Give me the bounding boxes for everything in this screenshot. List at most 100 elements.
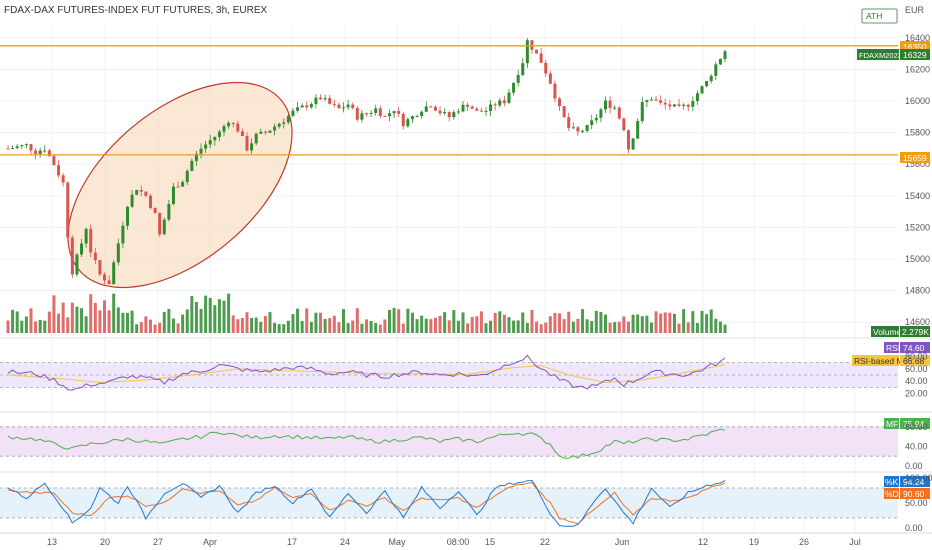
- candle-body[interactable]: [360, 113, 364, 120]
- candle-body[interactable]: [296, 107, 300, 111]
- candle-body[interactable]: [204, 144, 208, 149]
- candle-body[interactable]: [502, 100, 506, 104]
- candle-body[interactable]: [410, 116, 414, 120]
- candle-body[interactable]: [305, 105, 309, 108]
- candle-body[interactable]: [29, 144, 33, 151]
- candle-body[interactable]: [273, 126, 277, 131]
- candle-body[interactable]: [135, 189, 139, 195]
- candle-body[interactable]: [34, 150, 38, 154]
- candle-body[interactable]: [581, 130, 585, 132]
- candle-body[interactable]: [631, 138, 635, 150]
- candle-body[interactable]: [171, 186, 175, 204]
- candle-body[interactable]: [429, 106, 433, 108]
- candle-body[interactable]: [709, 75, 713, 82]
- candle-body[interactable]: [227, 122, 231, 127]
- candle-body[interactable]: [208, 140, 212, 145]
- candle-body[interactable]: [342, 107, 346, 109]
- candle-body[interactable]: [392, 111, 396, 114]
- candle-body[interactable]: [337, 104, 341, 109]
- candle-body[interactable]: [617, 107, 621, 119]
- candle-body[interactable]: [158, 212, 162, 235]
- candle-body[interactable]: [314, 97, 318, 105]
- price-axis[interactable]: 16400 16200 16000 15800 15600 15400 15200 15000…: [905, 33, 930, 327]
- candle-body[interactable]: [544, 62, 548, 74]
- candle-body[interactable]: [263, 131, 267, 133]
- candle-body[interactable]: [516, 74, 520, 83]
- candle-body[interactable]: [406, 119, 410, 127]
- candle-body[interactable]: [714, 64, 718, 76]
- candle-body[interactable]: [245, 136, 249, 151]
- candle-body[interactable]: [659, 100, 663, 103]
- candle-body[interactable]: [153, 208, 157, 213]
- candle-body[interactable]: [89, 228, 93, 253]
- candle-body[interactable]: [493, 104, 497, 106]
- candle-body[interactable]: [231, 122, 235, 124]
- candle-body[interactable]: [47, 150, 51, 157]
- candle-body[interactable]: [622, 118, 626, 131]
- candle-body[interactable]: [447, 112, 451, 118]
- candle-body[interactable]: [489, 104, 493, 111]
- candle-body[interactable]: [291, 110, 295, 116]
- candle-body[interactable]: [332, 103, 336, 105]
- candle-body[interactable]: [512, 82, 516, 93]
- candle-body[interactable]: [452, 112, 456, 118]
- candle-body[interactable]: [213, 136, 217, 141]
- candle-body[interactable]: [438, 110, 442, 114]
- candle-body[interactable]: [282, 122, 286, 124]
- candle-body[interactable]: [309, 104, 313, 108]
- candle-body[interactable]: [525, 40, 529, 64]
- candle-body[interactable]: [484, 110, 488, 112]
- candle-body[interactable]: [194, 153, 198, 161]
- candle-body[interactable]: [677, 104, 681, 106]
- candle-body[interactable]: [401, 113, 405, 127]
- candle-body[interactable]: [705, 81, 709, 87]
- candle-body[interactable]: [80, 243, 84, 255]
- candle-body[interactable]: [346, 104, 350, 108]
- candle-body[interactable]: [700, 86, 704, 94]
- candle-body[interactable]: [116, 243, 120, 263]
- candle-body[interactable]: [479, 110, 483, 112]
- candle-body[interactable]: [475, 108, 479, 111]
- candle-body[interactable]: [539, 53, 543, 63]
- candle-body[interactable]: [61, 175, 65, 183]
- candle-body[interactable]: [585, 125, 589, 131]
- candle-body[interactable]: [415, 115, 419, 117]
- candle-body[interactable]: [695, 93, 699, 102]
- candle-body[interactable]: [626, 130, 630, 150]
- candle-body[interactable]: [567, 117, 571, 128]
- candle-body[interactable]: [590, 120, 594, 126]
- candlesticks[interactable]: [6, 38, 727, 285]
- candle-body[interactable]: [355, 108, 359, 120]
- candle-body[interactable]: [654, 99, 658, 101]
- candle-body[interactable]: [420, 111, 424, 116]
- candle-body[interactable]: [222, 126, 226, 132]
- candle-body[interactable]: [663, 102, 667, 105]
- candle-body[interactable]: [107, 280, 111, 285]
- candle-body[interactable]: [599, 109, 603, 118]
- candle-body[interactable]: [424, 106, 428, 112]
- candle-body[interactable]: [594, 117, 598, 121]
- candle-body[interactable]: [190, 160, 194, 171]
- candle-body[interactable]: [649, 99, 653, 101]
- candle-body[interactable]: [456, 111, 460, 113]
- highlight-ellipse[interactable]: [31, 43, 330, 328]
- candle-body[interactable]: [521, 63, 525, 75]
- candle-body[interactable]: [66, 182, 70, 238]
- candle-body[interactable]: [144, 191, 148, 196]
- candle-body[interactable]: [640, 102, 644, 122]
- candle-body[interactable]: [507, 92, 511, 104]
- candle-body[interactable]: [553, 83, 557, 99]
- candle-body[interactable]: [535, 49, 539, 54]
- candle-body[interactable]: [199, 148, 203, 154]
- candle-body[interactable]: [130, 194, 134, 207]
- candle-body[interactable]: [374, 108, 378, 113]
- candle-body[interactable]: [259, 131, 263, 134]
- candle-body[interactable]: [98, 260, 102, 275]
- candle-body[interactable]: [176, 186, 180, 188]
- candle-body[interactable]: [15, 146, 19, 148]
- candle-body[interactable]: [93, 252, 97, 261]
- time-axis[interactable]: 13 20 27 Apr 17 24 May 08:00 15 22 Jun 12 19 26 Jul: [47, 537, 861, 547]
- candle-body[interactable]: [571, 127, 575, 129]
- candle-body[interactable]: [558, 98, 562, 107]
- candle-body[interactable]: [185, 170, 189, 182]
